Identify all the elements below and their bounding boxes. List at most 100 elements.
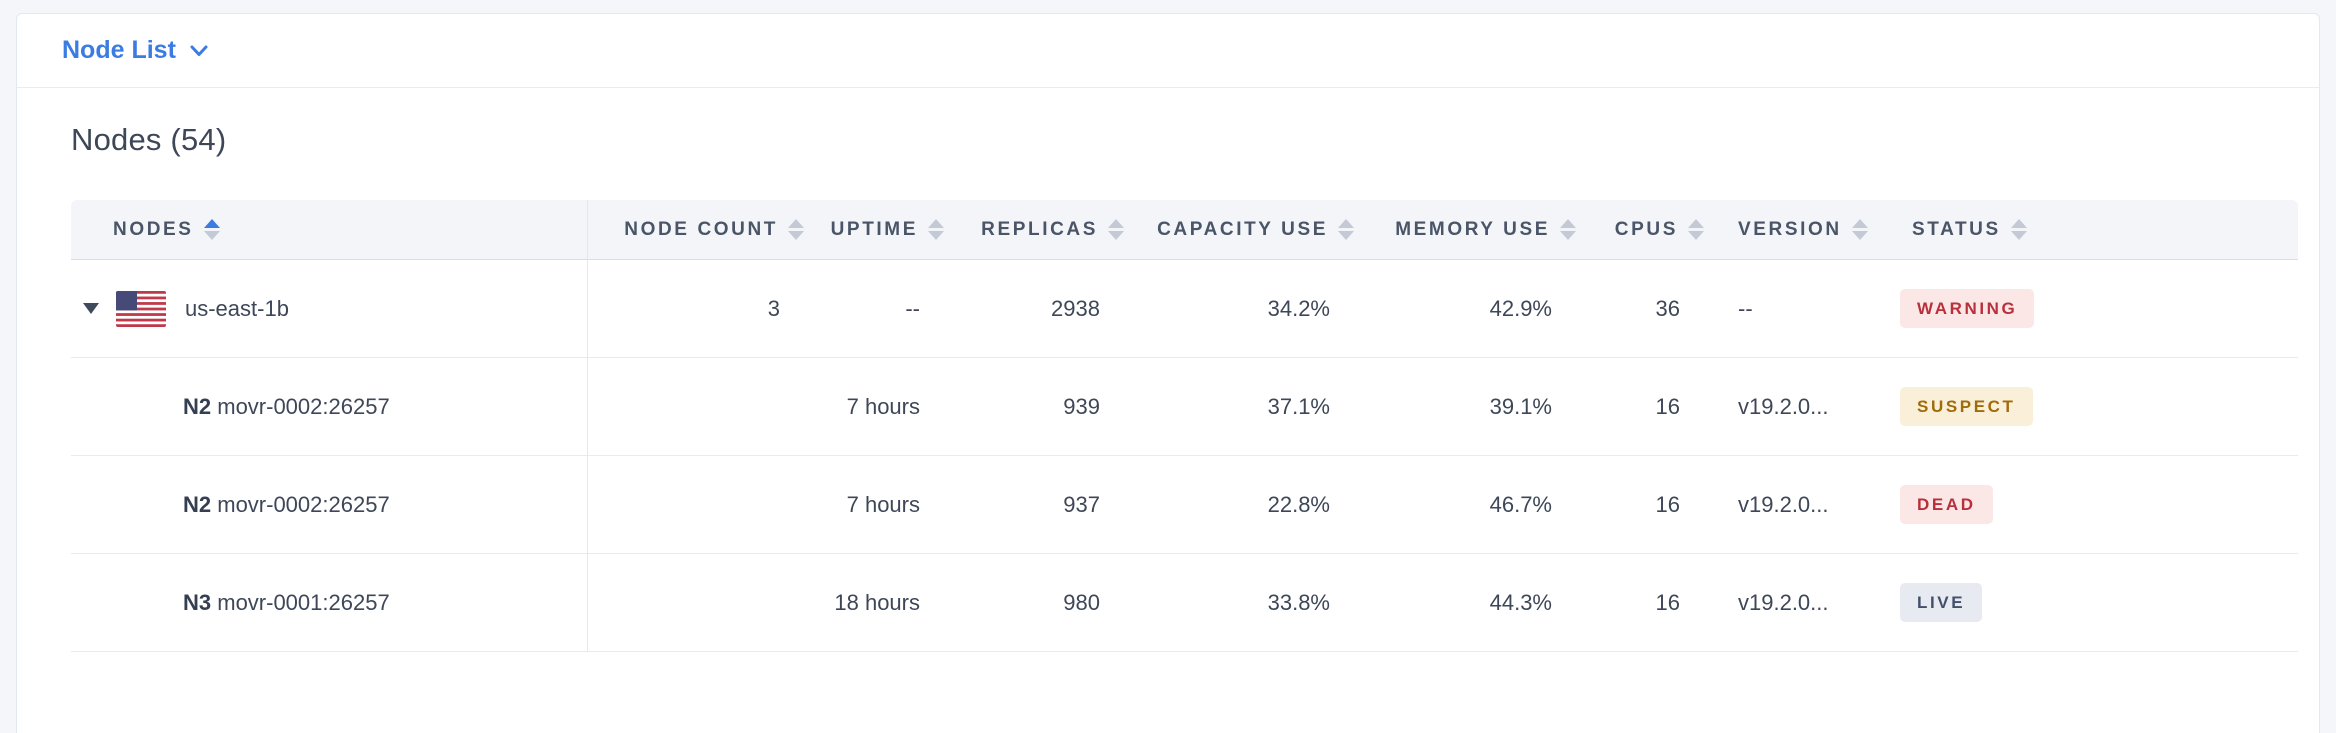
cell-replicas: 937: [928, 456, 1108, 554]
cell-capacity_use: 37.1%: [1108, 358, 1338, 456]
cell-uptime: --: [788, 260, 928, 358]
sort-up-arrow: [1851, 219, 1868, 228]
status-badge: SUSPECT: [1900, 387, 2033, 426]
table-row-region[interactable]: us-east-1b 3 -- 2938 34.2% 42.9% 36 -- WARNING: [71, 260, 2298, 358]
column-label: REPLICAS: [981, 218, 1098, 240]
status-badge: WARNING: [1900, 289, 2035, 328]
sort-up-arrow: [1560, 219, 1576, 228]
column-header-node_count[interactable]: NODE COUNT: [588, 200, 804, 260]
us-flag-icon: [116, 290, 166, 327]
chevron-down-icon: [190, 45, 208, 56]
sort-icon: [1560, 219, 1576, 240]
cell-node_count: [588, 456, 788, 554]
table-row-node[interactable]: N3 movr-0001:26257 18 hours 980 33.8% 44.3% 1…: [71, 554, 2298, 652]
table-row-node[interactable]: N2 movr-0002:26257 7 hours 939 37.1% 39.1% 16…: [71, 358, 2298, 456]
column-header-uptime[interactable]: UPTIME: [788, 200, 944, 260]
cell-memory_use: 42.9%: [1338, 260, 1560, 358]
column-header-version[interactable]: VERSION: [1688, 200, 1870, 260]
sort-down-arrow: [1108, 231, 1124, 240]
cell-cpus: 16: [1560, 456, 1688, 554]
cell-capacity_use: 22.8%: [1108, 456, 1338, 554]
cell-nodes: us-east-1b: [71, 260, 588, 358]
cell-uptime: 18 hours: [788, 554, 928, 652]
cell-capacity_use: 33.8%: [1108, 554, 1338, 652]
table-header-row: NODES NODE COUNT UPTIME REPLICAS CAPACITY US…: [71, 200, 2298, 260]
column-header-status[interactable]: STATUS: [1870, 200, 2298, 260]
cell-nodes: N3 movr-0001:26257: [71, 554, 588, 652]
cell-replicas: 939: [928, 358, 1108, 456]
sort-up-arrow: [1688, 219, 1704, 228]
status-badge: DEAD: [1900, 485, 1993, 524]
sort-down-arrow: [928, 231, 944, 240]
cell-uptime: 7 hours: [788, 456, 928, 554]
cell-status: SUSPECT: [1870, 358, 2298, 456]
view-dropdown[interactable]: Node List: [62, 36, 208, 65]
nodes-table-wrap: NODES NODE COUNT UPTIME REPLICAS CAPACITY US…: [71, 200, 2298, 652]
sort-down-arrow: [1560, 231, 1576, 240]
cell-status: LIVE: [1870, 554, 2298, 652]
column-header-memory_use[interactable]: MEMORY USE: [1338, 200, 1576, 260]
sort-down-arrow: [1338, 231, 1354, 240]
cell-version: v19.2.0...: [1688, 456, 1870, 554]
column-header-content: CAPACITY USE: [1108, 218, 1354, 241]
region-cell: us-east-1b: [71, 290, 587, 327]
sort-icon: [788, 219, 804, 240]
column-label: VERSION: [1738, 218, 1842, 240]
column-header-content: NODE COUNT: [588, 219, 804, 241]
sort-icon: [1108, 219, 1124, 240]
column-header-content: STATUS: [1912, 219, 2298, 241]
column-header-content: REPLICAS: [928, 218, 1124, 241]
cell-nodes: N2 movr-0002:26257: [71, 456, 588, 554]
column-header-nodes[interactable]: NODES: [71, 200, 588, 260]
node-address: movr-0002:26257: [211, 393, 390, 419]
view-dropdown-label: Node List: [62, 36, 176, 64]
cell-cpus: 16: [1560, 554, 1688, 652]
node-address: movr-0001:26257: [211, 589, 390, 615]
collapse-region-icon[interactable]: [83, 303, 99, 314]
cell-version: --: [1688, 260, 1870, 358]
region-name: us-east-1b: [185, 295, 289, 321]
cell-memory_use: 39.1%: [1338, 358, 1560, 456]
node-cell: N3 movr-0001:26257: [71, 590, 587, 616]
column-header-content: MEMORY USE: [1338, 218, 1576, 241]
column-label: MEMORY USE: [1395, 218, 1550, 240]
sort-down-arrow: [1688, 231, 1704, 240]
table-body: us-east-1b 3 -- 2938 34.2% 42.9% 36 -- WARNING N2…: [71, 260, 2298, 652]
sort-icon: [2010, 219, 2027, 240]
column-label: UPTIME: [830, 218, 918, 240]
column-header-content: CPUS: [1560, 218, 1704, 241]
sort-up-arrow: [2010, 219, 2027, 228]
sort-up-arrow: [788, 219, 804, 228]
cell-memory_use: 46.7%: [1338, 456, 1560, 554]
status-badge: LIVE: [1900, 583, 1983, 622]
cell-replicas: 2938: [928, 260, 1108, 358]
node-cell: N2 movr-0002:26257: [71, 394, 587, 420]
column-header-content: VERSION: [1738, 219, 1870, 241]
cell-status: DEAD: [1870, 456, 2298, 554]
cell-version: v19.2.0...: [1688, 358, 1870, 456]
node-address: movr-0002:26257: [211, 491, 390, 517]
page-title: Nodes (54): [71, 122, 227, 157]
sort-down-arrow: [1851, 231, 1868, 240]
column-label: NODES: [113, 218, 194, 240]
cell-cpus: 36: [1560, 260, 1688, 358]
cell-replicas: 980: [928, 554, 1108, 652]
column-header-capacity_use[interactable]: CAPACITY USE: [1108, 200, 1354, 260]
node-id: N2: [183, 393, 212, 419]
sort-icon: [203, 219, 220, 240]
cell-node_count: 3: [588, 260, 788, 358]
nodes-table: NODES NODE COUNT UPTIME REPLICAS CAPACITY US…: [71, 200, 2298, 652]
sort-up-arrow: [928, 219, 944, 228]
column-label: CPUS: [1614, 218, 1678, 240]
cell-node_count: [588, 554, 788, 652]
column-label: CAPACITY USE: [1157, 218, 1328, 240]
table-row-node[interactable]: N2 movr-0002:26257 7 hours 937 22.8% 46.7% 16…: [71, 456, 2298, 554]
column-header-content: UPTIME: [788, 218, 944, 241]
sort-icon: [928, 219, 944, 240]
column-header-cpus[interactable]: CPUS: [1560, 200, 1704, 260]
view-switcher-bar: Node List: [17, 14, 2319, 88]
sort-icon: [1338, 219, 1354, 240]
column-header-replicas[interactable]: REPLICAS: [928, 200, 1124, 260]
cell-capacity_use: 34.2%: [1108, 260, 1338, 358]
column-header-content: NODES: [113, 219, 587, 241]
